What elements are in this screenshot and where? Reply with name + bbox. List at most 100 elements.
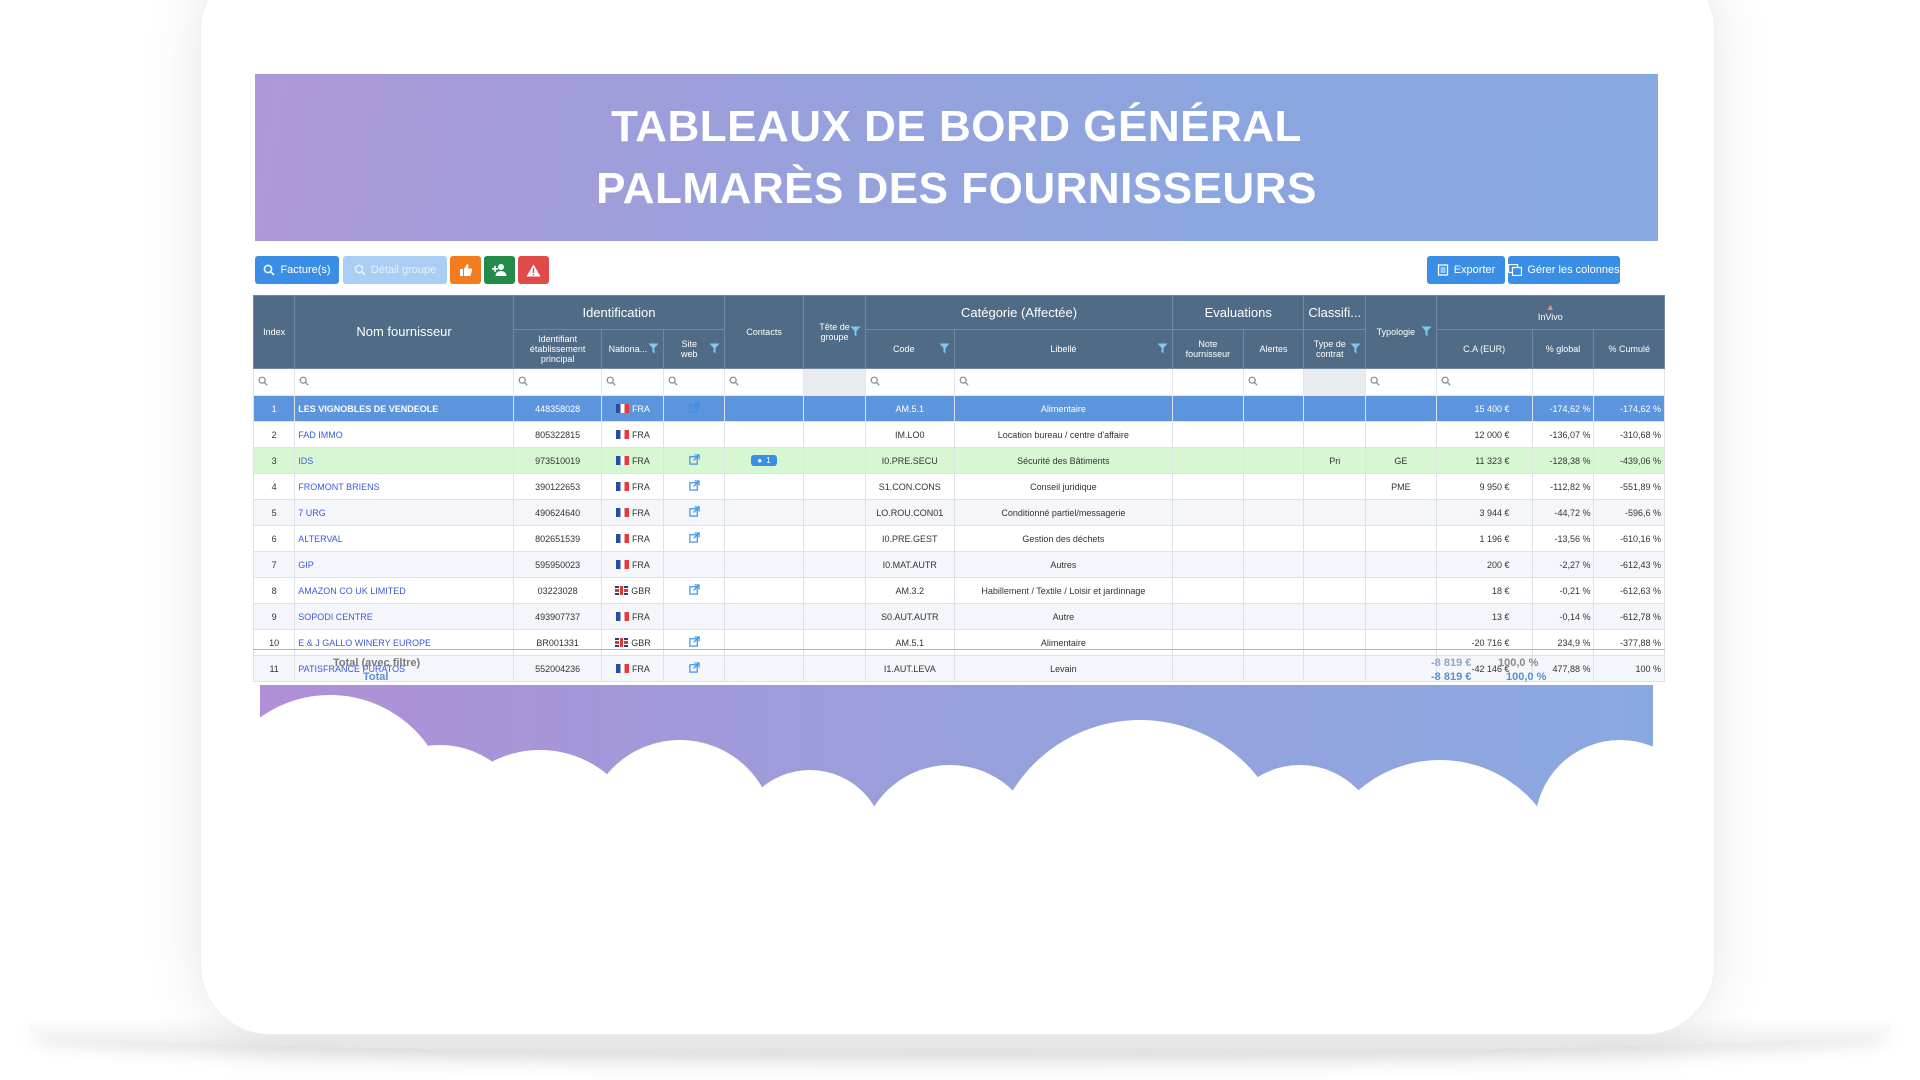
col-pct-cumule[interactable]: % Cumulé [1593, 329, 1665, 369]
table-row[interactable]: 2 FAD IMMO 805322815 FRA IM.LO0 Location bure… [253, 421, 1665, 448]
contact-badge[interactable]: ● 1 [751, 455, 777, 466]
col-ca[interactable]: C.A (EUR) [1435, 329, 1533, 369]
table-row[interactable]: 7 GIP 595950023 FRA I0.MAT.AUTR Autres 200 € -2… [253, 551, 1665, 578]
table-row[interactable]: 4 FROMONT BRIENS 390122653 FRA S1.CON.CONS Co… [253, 473, 1665, 500]
filter-icon[interactable] [939, 343, 950, 354]
cell-site-web[interactable] [663, 655, 726, 682]
cell-nationalite: FRA [601, 421, 665, 448]
filter-icon[interactable] [1421, 326, 1432, 337]
cell-site-web[interactable] [663, 577, 726, 604]
external-link-icon[interactable] [689, 402, 700, 413]
cell-tete-groupe [803, 447, 866, 474]
col-nationalite[interactable]: Nationa... [601, 329, 665, 369]
col-contacts[interactable]: Contacts [724, 295, 805, 369]
filter-icon[interactable] [1157, 343, 1168, 354]
table-row[interactable]: 1 LES VIGNOBLES DE VENDEOLE 448358028 FRA AM… [253, 395, 1665, 422]
gerer-colonnes-button[interactable]: Gérer les colonnes [1508, 256, 1620, 284]
col-site-web[interactable]: Site web [663, 329, 726, 369]
col-pct-global[interactable]: % global [1531, 329, 1595, 369]
alert-button[interactable] [518, 256, 549, 284]
external-link-icon[interactable] [689, 636, 700, 647]
col-type-contrat[interactable]: Type de contrat [1303, 329, 1367, 369]
table-row[interactable]: 6 ALTERVAL 802651539 FRA I0.PRE.GEST Gestion … [253, 525, 1665, 552]
cell-ca: -42 146 € [1435, 655, 1533, 682]
col-code[interactable]: Code [864, 329, 955, 369]
cell-tete-groupe [803, 473, 866, 500]
search-cell[interactable] [1435, 368, 1533, 396]
external-link-icon[interactable] [689, 584, 700, 595]
table-row[interactable]: 9 SOPODI CENTRE 493907737 FRA S0.AUT.AUTR Aut… [253, 603, 1665, 630]
table-row[interactable]: 3 IDS 973510019 FRA ● 1 I0.PRE.SECU Sécurité de… [253, 447, 1665, 474]
cloud-decoration [260, 685, 1653, 875]
search-cell[interactable] [724, 368, 805, 396]
add-contact-button[interactable] [484, 256, 515, 284]
cell-nom-fournisseur[interactable]: FROMONT BRIENS [294, 473, 514, 500]
col-nom-fournisseur[interactable]: Nom fournisseur [294, 295, 514, 369]
external-link-icon[interactable] [689, 662, 700, 673]
cell-site-web[interactable] [663, 447, 726, 474]
external-link-icon[interactable] [689, 506, 700, 517]
cell-nationalite: GBR [601, 577, 665, 604]
cell-nom-fournisseur[interactable]: ALTERVAL [294, 525, 514, 552]
search-cell[interactable] [953, 368, 1174, 396]
external-link-icon[interactable] [689, 480, 700, 491]
external-link-icon[interactable] [689, 532, 700, 543]
search-cell[interactable] [601, 368, 665, 396]
filter-icon[interactable] [850, 326, 861, 337]
total-filtered-pct: 100,0 % [1498, 657, 1539, 669]
cell-nom-fournisseur[interactable]: LES VIGNOBLES DE VENDEOLE [294, 395, 514, 422]
factures-button[interactable]: Facture(s) [255, 256, 339, 284]
cell-pct-global: -44,72 % [1531, 499, 1595, 526]
cell-code: I1.AUT.LEVA [864, 655, 955, 682]
cell-site-web[interactable] [663, 629, 726, 656]
col-libelle[interactable]: Libellé [953, 329, 1174, 369]
search-cell[interactable] [1242, 368, 1305, 396]
nationality-code: FRA [631, 455, 650, 466]
cell-tete-groupe [803, 525, 866, 552]
table-row[interactable]: 8 AMAZON CO UK LIMITED 03223028 GBR AM.3.2 Ha… [253, 577, 1665, 604]
filter-icon[interactable] [1350, 343, 1361, 354]
cell-alertes [1242, 395, 1305, 422]
external-link-icon[interactable] [689, 454, 700, 465]
exporter-button[interactable]: Exporter [1427, 256, 1505, 284]
cell-nom-fournisseur[interactable]: E & J GALLO WINERY EUROPE [294, 629, 514, 656]
cell-nom-fournisseur[interactable]: AMAZON CO UK LIMITED [294, 577, 514, 604]
col-alertes[interactable]: Alertes [1242, 329, 1305, 369]
detail-groupe-button[interactable]: Détail groupe [343, 256, 447, 284]
filter-icon[interactable] [709, 343, 720, 354]
col-note-fournisseur[interactable]: Note fournisseur [1172, 329, 1244, 369]
cell-nom-fournisseur[interactable]: IDS [294, 447, 514, 474]
search-cell[interactable] [512, 368, 603, 396]
cell-nom-fournisseur[interactable]: PATISFRANCE PURATOS [294, 655, 514, 682]
cell-nom-fournisseur[interactable]: GIP [294, 551, 514, 578]
cell-site-web[interactable] [663, 395, 726, 422]
cell-type-contrat: Pri [1303, 447, 1367, 474]
cell-tete-groupe [803, 395, 866, 422]
col-identifiant[interactable]: Identifiant établissement principal [512, 329, 603, 369]
col-tete-groupe[interactable]: Tête de groupe [803, 295, 866, 369]
search-cell[interactable] [253, 368, 296, 396]
search-cell [1172, 368, 1244, 396]
cell-site-web[interactable] [663, 499, 726, 526]
search-cell[interactable] [663, 368, 726, 396]
cell-ca: 15 400 € [1435, 395, 1533, 422]
cell-nom-fournisseur[interactable]: SOPODI CENTRE [294, 603, 514, 630]
like-button[interactable] [450, 256, 481, 284]
table-row[interactable]: 11 PATISFRANCE PURATOS 552004236 FRA I1.AUT.… [253, 655, 1665, 682]
cell-identifiant: 973510019 [512, 447, 603, 474]
cell-site-web[interactable] [663, 525, 726, 552]
search-cell[interactable] [864, 368, 955, 396]
col-index[interactable]: Index [253, 295, 296, 369]
cell-pct-global: -128,38 % [1531, 447, 1595, 474]
col-typologie[interactable]: Typologie [1365, 295, 1437, 369]
search-cell[interactable] [294, 368, 514, 396]
cell-nom-fournisseur[interactable]: 7 URG [294, 499, 514, 526]
search-cell [1303, 368, 1367, 396]
cell-pct-cumule: -610,16 % [1593, 525, 1665, 552]
search-cell[interactable] [1365, 368, 1437, 396]
cell-nom-fournisseur[interactable]: FAD IMMO [294, 421, 514, 448]
cell-site-web[interactable] [663, 473, 726, 500]
filter-icon[interactable] [648, 343, 659, 354]
cell-alertes [1242, 551, 1305, 578]
